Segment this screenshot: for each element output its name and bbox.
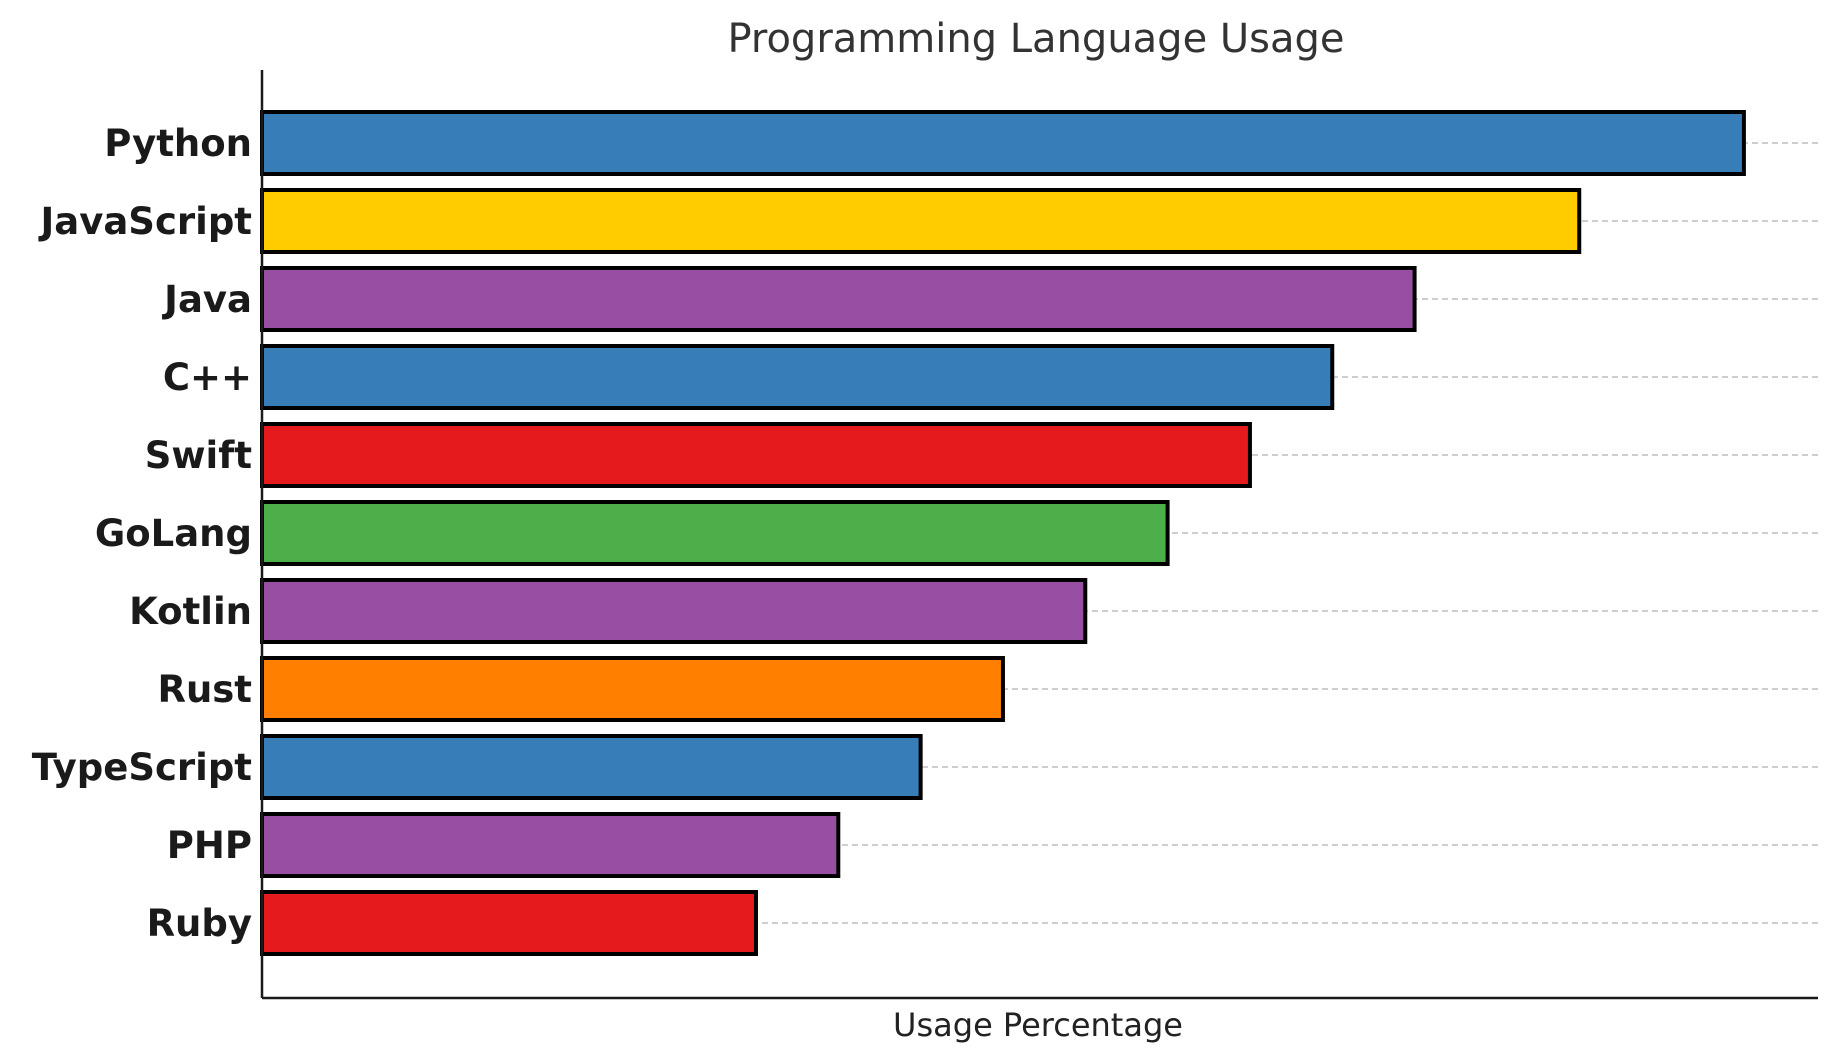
category-labels: Python JavaScript Java C++ Swift GoLang Kotlin… — [32, 122, 252, 945]
bar-kotlin — [260, 578, 1088, 644]
bar-golang — [260, 500, 1170, 566]
category-label-ruby: Ruby — [147, 902, 252, 945]
bar-python — [260, 110, 1746, 176]
category-label-typescript: TypeScript — [32, 746, 252, 789]
bar-c — [260, 344, 1335, 410]
bar-swift — [260, 422, 1252, 488]
category-label-javascript: JavaScript — [37, 200, 252, 243]
category-label-java: Java — [161, 278, 252, 321]
category-label-php: PHP — [167, 824, 252, 867]
chart-title: Programming Language Usage — [727, 16, 1344, 62]
x-axis-label: Usage Percentage — [893, 1006, 1183, 1044]
bars — [260, 110, 1746, 956]
category-label-python: Python — [104, 122, 252, 165]
bar-ruby — [260, 890, 758, 956]
category-label-kotlin: Kotlin — [129, 590, 252, 633]
category-label-golang: GoLang — [95, 512, 252, 555]
category-label-swift: Swift — [145, 434, 252, 477]
category-label-rust: Rust — [157, 668, 252, 711]
bar-typescript — [260, 734, 923, 800]
bar-javascript — [260, 188, 1582, 254]
bar-rust — [260, 656, 1005, 722]
bar-php — [260, 812, 841, 878]
bar-java — [260, 266, 1417, 332]
category-label-c: C++ — [163, 356, 252, 399]
